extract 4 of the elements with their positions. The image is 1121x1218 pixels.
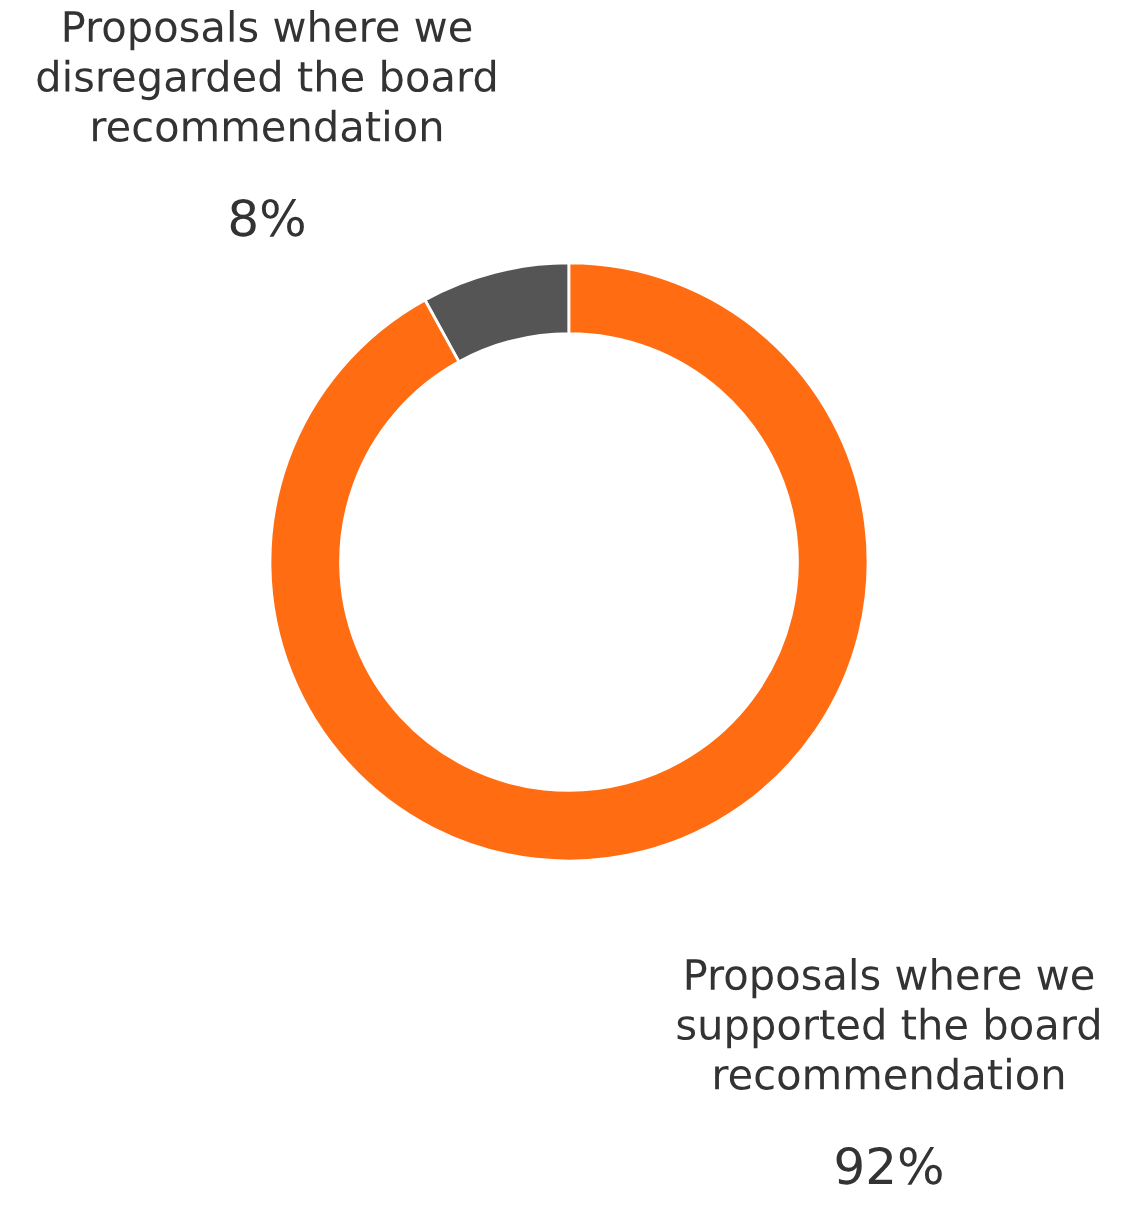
slice-label: Proposals where we supported the board recommendation [677,958,1099,1090]
slice-label: Proposals where we disregarded the board recommendation [37,10,496,142]
data-label: 92% [836,1146,942,1185]
data-label: 8% [230,198,304,237]
